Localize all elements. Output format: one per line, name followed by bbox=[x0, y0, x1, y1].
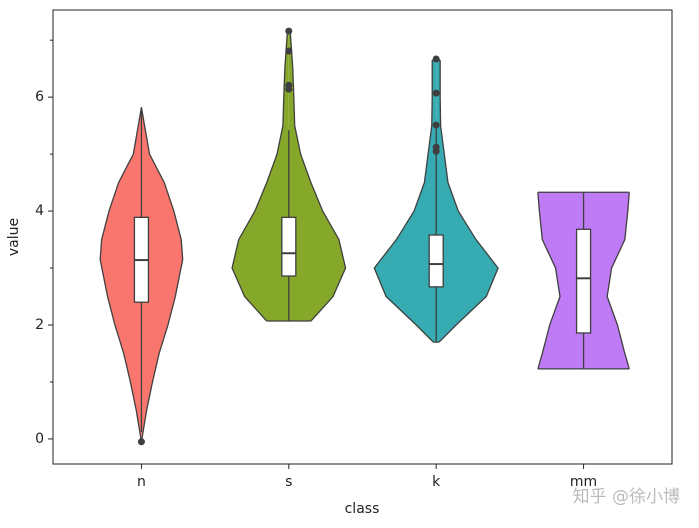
y-axis-title: value bbox=[6, 218, 22, 256]
x-tick-label: s bbox=[285, 474, 292, 490]
violin-body bbox=[436, 60, 499, 343]
violin-outline bbox=[373, 60, 434, 343]
violin-body bbox=[100, 107, 142, 442]
x-tick-label: mm bbox=[570, 474, 597, 490]
outlier bbox=[432, 121, 440, 129]
violin-body bbox=[583, 192, 630, 369]
box bbox=[281, 216, 297, 277]
y-tick-label: 6 bbox=[35, 89, 44, 105]
x-axis-title: class bbox=[345, 501, 380, 517]
violin-body bbox=[232, 32, 289, 322]
outlier bbox=[285, 81, 293, 89]
violin-body bbox=[537, 192, 584, 369]
violin-body bbox=[141, 107, 183, 442]
outlier bbox=[432, 143, 440, 151]
plot-frame bbox=[52, 9, 673, 465]
violin-body bbox=[288, 32, 346, 322]
violin-outline bbox=[140, 107, 184, 442]
box bbox=[575, 228, 592, 334]
outlier bbox=[285, 27, 293, 35]
violin-outline bbox=[606, 192, 630, 370]
violin-outline bbox=[99, 107, 143, 442]
y-tick-label: 0 bbox=[35, 431, 44, 447]
violin-outline bbox=[231, 32, 288, 322]
x-tick-label: n bbox=[137, 474, 146, 490]
y-tick-label: 2 bbox=[35, 317, 44, 333]
outlier bbox=[137, 438, 145, 446]
box bbox=[428, 234, 444, 288]
watermark: 知乎 @徐小博 bbox=[573, 487, 680, 507]
y-tick-label: 4 bbox=[35, 203, 44, 219]
outlier bbox=[432, 55, 440, 63]
violin-body bbox=[374, 60, 437, 343]
x-tick-label: k bbox=[432, 474, 441, 490]
violin-outline bbox=[289, 32, 347, 322]
outlier bbox=[432, 89, 440, 97]
violin-outline bbox=[438, 60, 499, 343]
violin-outline bbox=[537, 192, 561, 370]
outlier bbox=[285, 47, 293, 55]
